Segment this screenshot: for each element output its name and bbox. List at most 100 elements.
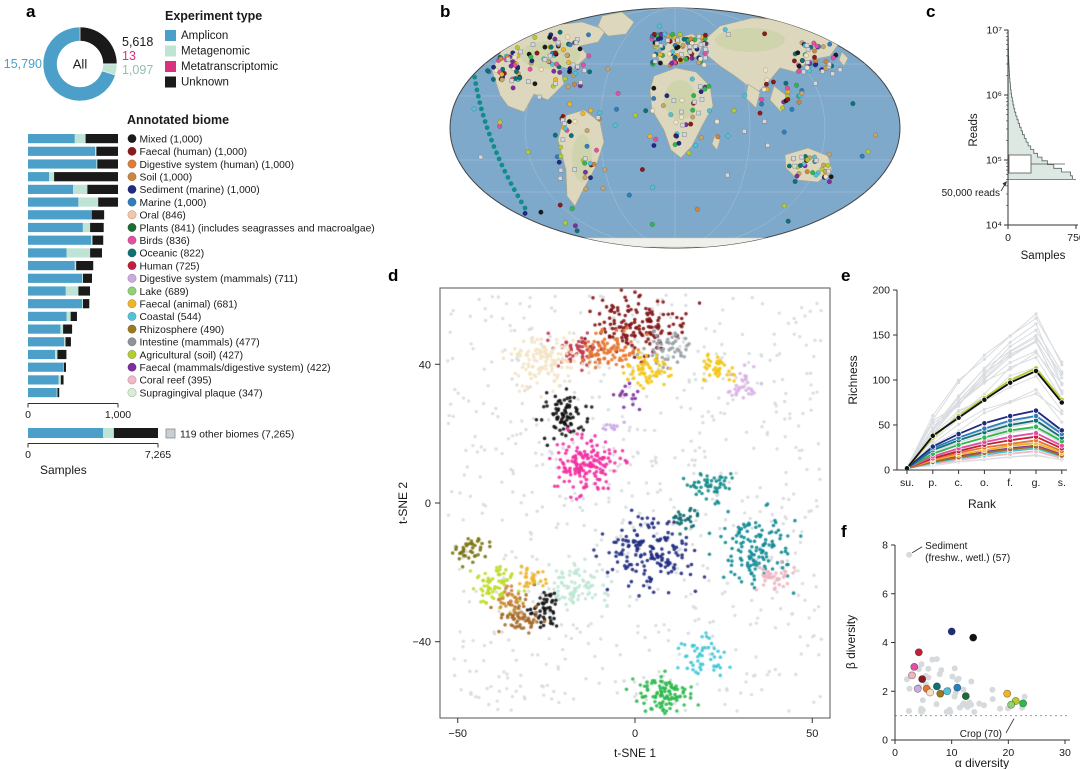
beta-tick: 0 (882, 735, 888, 747)
gray-point (943, 708, 950, 715)
sample-square (703, 55, 708, 61)
tsne1-tick: 0 (632, 728, 638, 740)
sample-square (725, 32, 731, 37)
map-layers (458, 8, 892, 248)
sample-dot (792, 178, 798, 184)
background-marker (1008, 334, 1012, 338)
series-marker (981, 420, 988, 427)
reads-tick: 10⁶ (986, 90, 1002, 102)
sample-dot (706, 83, 712, 89)
tsne2-tick: 0 (425, 498, 431, 510)
sample-dot (814, 43, 820, 49)
bar-segment (28, 197, 79, 207)
sample-dot (562, 76, 568, 82)
map-landmass (769, 85, 788, 113)
sample-square (804, 43, 810, 48)
sample-dot (498, 56, 504, 62)
ocean-track-dot (499, 162, 505, 168)
sample-square (813, 158, 819, 163)
sample-dot (810, 170, 816, 176)
sample-dot (587, 160, 593, 166)
panel-d-tsne: −50 0 50 40 0 −40 t-SNE 1 t-SNE 2 (380, 265, 850, 765)
sample-dot (549, 61, 555, 67)
tsne-frame (439, 287, 831, 719)
biome-dot (127, 210, 137, 220)
sample-dot (794, 82, 800, 88)
bar-segment (66, 311, 71, 321)
legend-item-label: Metatranscriptomic (181, 61, 278, 73)
bar-segment (82, 273, 92, 283)
bar-segment (28, 375, 59, 385)
series-marker (1007, 413, 1014, 419)
sample-dot (873, 132, 879, 138)
bar-segment (98, 197, 118, 207)
sample-square (582, 68, 587, 73)
sample-dot (850, 101, 856, 107)
sample-dot (794, 173, 800, 179)
sample-square (791, 155, 796, 161)
sample-dot (567, 42, 573, 48)
sample-dot (796, 68, 802, 74)
sample-dot (582, 175, 588, 181)
sample-square (680, 122, 686, 128)
gray-point (918, 661, 925, 668)
biome-dot (127, 273, 137, 283)
sample-square (679, 109, 684, 115)
experiment-type-title: Experiment type (165, 9, 262, 23)
beta-tick: 6 (882, 588, 888, 600)
sample-square (558, 167, 564, 173)
sample-dot (759, 96, 765, 102)
world-map (449, 7, 901, 249)
background-marker (1034, 316, 1038, 320)
sample-dot (763, 67, 769, 73)
sample-dot (757, 110, 763, 116)
sample-dot (513, 69, 519, 75)
tsne-axes: −50 0 50 40 0 −40 t-SNE 1 t-SNE 2 (396, 287, 831, 760)
background-marker (957, 378, 961, 382)
sample-dot (804, 157, 810, 163)
richness-tick: 0 (884, 465, 890, 477)
map-vegetation (715, 28, 785, 52)
bar-segment (28, 388, 57, 398)
other-bar-segment (103, 428, 114, 438)
sample-dot (562, 220, 568, 226)
sample-dot (651, 142, 657, 148)
sample-square (573, 40, 579, 45)
sample-dot (666, 51, 672, 57)
sample-dot (512, 75, 518, 81)
bar-segment (28, 159, 97, 169)
biome-dot (127, 324, 137, 334)
biome-item-label: Faecal (animal) (681) (140, 300, 238, 311)
sample-dot (786, 163, 792, 169)
ocean-track-dot (511, 187, 517, 193)
sample-dot (612, 122, 618, 128)
sample-dot (722, 27, 728, 33)
background-marker (982, 367, 986, 371)
ocean-track-dot (494, 150, 499, 156)
background-marker (1008, 349, 1012, 353)
sample-dot (588, 108, 594, 114)
background-marker (1008, 367, 1012, 371)
bar-segment (78, 286, 91, 296)
bar-segment (70, 311, 77, 321)
background-marker (1060, 372, 1064, 376)
histogram-shape (1007, 29, 1073, 180)
bar-segment (28, 222, 83, 233)
ocean-track-dot (469, 55, 475, 61)
rank-tick: s. (1058, 477, 1066, 489)
biome-item-label: Marine (1,000) (140, 198, 207, 209)
biome-dot (127, 197, 137, 207)
bar-segment (85, 134, 118, 144)
series-marker (1007, 433, 1014, 440)
bar-segment (58, 375, 61, 385)
sample-dot (491, 64, 497, 70)
sample-dot (791, 58, 797, 64)
ocean-track-dot (486, 131, 492, 137)
other-axis-tick: 7,265 (145, 449, 171, 461)
reads-tick: 10⁵ (986, 155, 1002, 167)
legend-swatch (165, 45, 176, 57)
sample-dot (820, 44, 826, 50)
sample-dot (552, 132, 558, 138)
sample-dot (647, 133, 653, 139)
